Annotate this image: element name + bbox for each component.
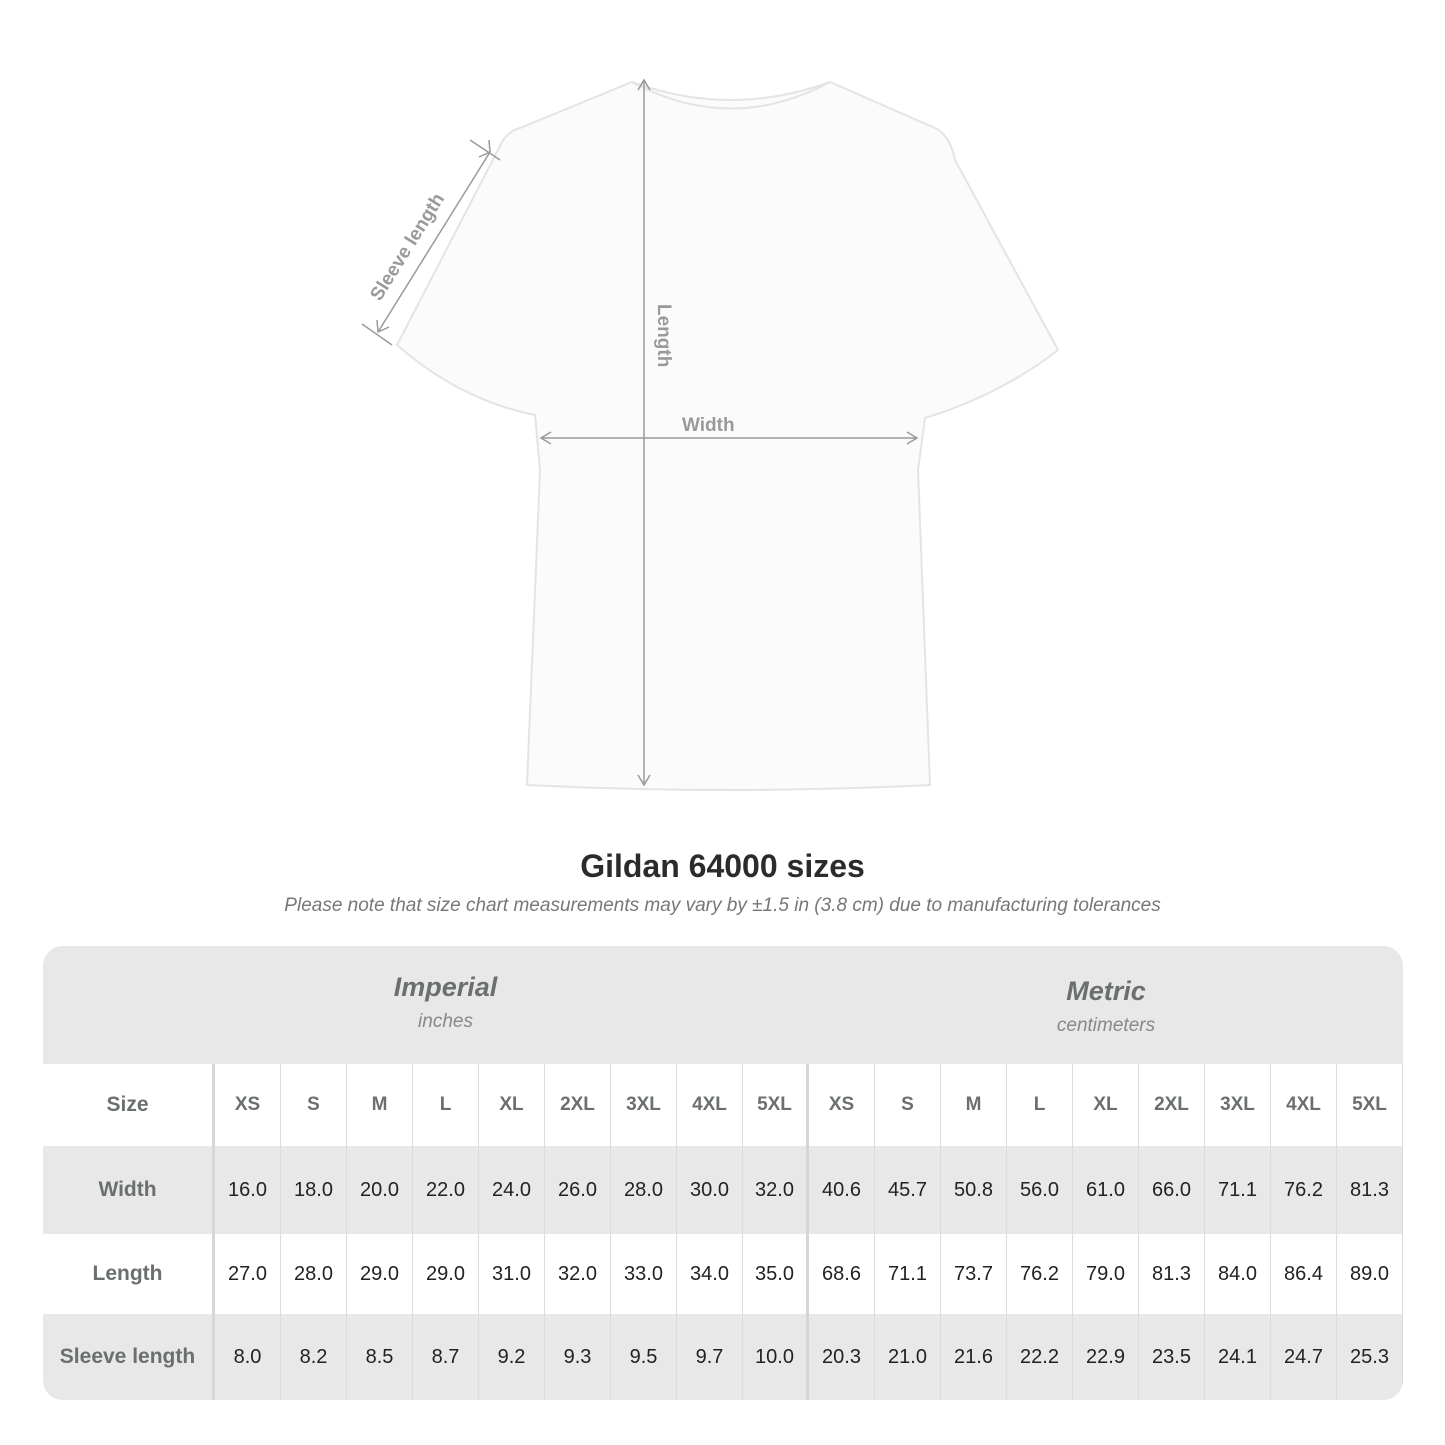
size-header-cell: L xyxy=(413,1064,479,1146)
system-unit: centimeters xyxy=(1056,1015,1156,1036)
collar xyxy=(631,81,831,110)
table-row: Length 27.0 28.0 29.0 29.0 31.0 32.0 33.0 34.0 35… xyxy=(43,1234,1403,1314)
table-cell: 26.0 xyxy=(545,1146,611,1234)
size-header-cell: 4XL xyxy=(677,1064,743,1146)
table-cell: 35.0 xyxy=(743,1234,809,1314)
table-cell: 34.0 xyxy=(677,1234,743,1314)
size-header-cell: M xyxy=(347,1064,413,1146)
table-cell: 50.8 xyxy=(941,1146,1007,1234)
tolerance-note: Please note that size chart measurements… xyxy=(284,895,1161,916)
table-cell: 71.1 xyxy=(875,1234,941,1314)
table-cell: 76.2 xyxy=(1007,1234,1073,1314)
size-header-cell: M xyxy=(941,1064,1007,1146)
table-cell: 56.0 xyxy=(1007,1146,1073,1234)
table-cell: 8.7 xyxy=(413,1314,479,1400)
table-cell: 68.6 xyxy=(809,1234,875,1314)
table-cell: 21.0 xyxy=(875,1314,941,1400)
size-header-cell: L xyxy=(1007,1064,1073,1146)
system-header xyxy=(43,946,1403,1064)
table-cell: 21.6 xyxy=(941,1314,1007,1400)
table-cell: 30.0 xyxy=(677,1146,743,1234)
table-cell: 8.0 xyxy=(215,1314,281,1400)
table-cell: 76.2 xyxy=(1271,1146,1337,1234)
table-row: Sleeve length 8.0 8.2 8.5 8.7 9.2 9.3 9.5 9.7 10.… xyxy=(43,1314,1403,1400)
table-cell: 28.0 xyxy=(281,1234,347,1314)
table-cell: 66.0 xyxy=(1139,1146,1205,1234)
table-cell: 79.0 xyxy=(1073,1234,1139,1314)
size-header-cell: XS xyxy=(215,1064,281,1146)
table-cell: 22.0 xyxy=(413,1146,479,1234)
size-table: Imperial inches Metric centimeters Size X… xyxy=(43,946,1403,1400)
table-cell: 22.2 xyxy=(1007,1314,1073,1400)
table-cell: 27.0 xyxy=(215,1234,281,1314)
table-cell: 24.7 xyxy=(1271,1314,1337,1400)
table-cell: 81.3 xyxy=(1337,1146,1403,1234)
metric-header: Metric centimeters xyxy=(809,946,1403,1068)
size-header-cell: S xyxy=(875,1064,941,1146)
size-header-cell: 3XL xyxy=(1205,1064,1271,1146)
table-cell: 40.6 xyxy=(809,1146,875,1234)
table-cell: 86.4 xyxy=(1271,1234,1337,1314)
imperial-header: Imperial inches xyxy=(215,946,676,1064)
table-cell: 45.7 xyxy=(875,1146,941,1234)
table-cell: 24.0 xyxy=(479,1146,545,1234)
tshirt-diagram: Width Length Sleeve length xyxy=(361,78,1060,791)
table-cell: 29.0 xyxy=(347,1234,413,1314)
table-cell: 23.5 xyxy=(1139,1314,1205,1400)
system-name: Imperial xyxy=(393,972,498,1002)
system-name: Metric xyxy=(1066,976,1146,1006)
size-header-cell: XL xyxy=(1073,1064,1139,1146)
table-cell: 28.0 xyxy=(611,1146,677,1234)
size-header-cell: 5XL xyxy=(1337,1064,1403,1146)
table-cell: 32.0 xyxy=(743,1146,809,1234)
table-cell: 16.0 xyxy=(215,1146,281,1234)
size-header-cell: S xyxy=(281,1064,347,1146)
table-cell: 9.7 xyxy=(677,1314,743,1400)
table-cell: 31.0 xyxy=(479,1234,545,1314)
row-label: Width xyxy=(43,1146,215,1234)
page-title: Gildan 64000 sizes xyxy=(580,848,865,884)
size-header-cell: XL xyxy=(479,1064,545,1146)
table-cell: 20.0 xyxy=(347,1146,413,1234)
size-header-cell: 4XL xyxy=(1271,1064,1337,1146)
size-header-cell: 5XL xyxy=(743,1064,809,1146)
table-row: Width 16.0 18.0 20.0 22.0 24.0 26.0 28.0 30.0 32.… xyxy=(43,1146,1403,1234)
table-cell: 20.3 xyxy=(809,1314,875,1400)
table-cell: 71.1 xyxy=(1205,1146,1271,1234)
table-cell: 24.1 xyxy=(1205,1314,1271,1400)
length-label: Length xyxy=(653,304,674,367)
table-cell: 81.3 xyxy=(1139,1234,1205,1314)
size-header-cell: 3XL xyxy=(611,1064,677,1146)
row-label: Length xyxy=(43,1234,215,1314)
table-cell: 18.0 xyxy=(281,1146,347,1234)
table-cell: 9.5 xyxy=(611,1314,677,1400)
system-unit: inches xyxy=(418,1011,473,1032)
size-header-cell: XS xyxy=(809,1064,875,1146)
table-cell: 25.3 xyxy=(1337,1314,1403,1400)
table-cell: 89.0 xyxy=(1337,1234,1403,1314)
table-cell: 33.0 xyxy=(611,1234,677,1314)
table-cell: 61.0 xyxy=(1073,1146,1139,1234)
table-cell: 73.7 xyxy=(941,1234,1007,1314)
size-header-cell: 2XL xyxy=(1139,1064,1205,1146)
table-cell: 9.2 xyxy=(479,1314,545,1400)
table-cell: 22.9 xyxy=(1073,1314,1139,1400)
table-cell: 8.5 xyxy=(347,1314,413,1400)
table-cell: 84.0 xyxy=(1205,1234,1271,1314)
table-cell: 29.0 xyxy=(413,1234,479,1314)
table-cell: 8.2 xyxy=(281,1314,347,1400)
measure-lines xyxy=(361,78,919,787)
table-cell: 10.0 xyxy=(743,1314,809,1400)
row-label: Sleeve length xyxy=(43,1314,215,1400)
size-header-cell: 2XL xyxy=(545,1064,611,1146)
table-cell: 32.0 xyxy=(545,1234,611,1314)
table-cell: 9.3 xyxy=(545,1314,611,1400)
size-header-row: Size XS S M L XL 2XL 3XL 4XL 5XL XS S M L XL 2XL 3XL 4XL 5… xyxy=(43,1064,1403,1146)
row-label: Size xyxy=(43,1064,215,1146)
tshirt-shape xyxy=(395,80,1060,791)
width-label: Width xyxy=(682,415,735,436)
